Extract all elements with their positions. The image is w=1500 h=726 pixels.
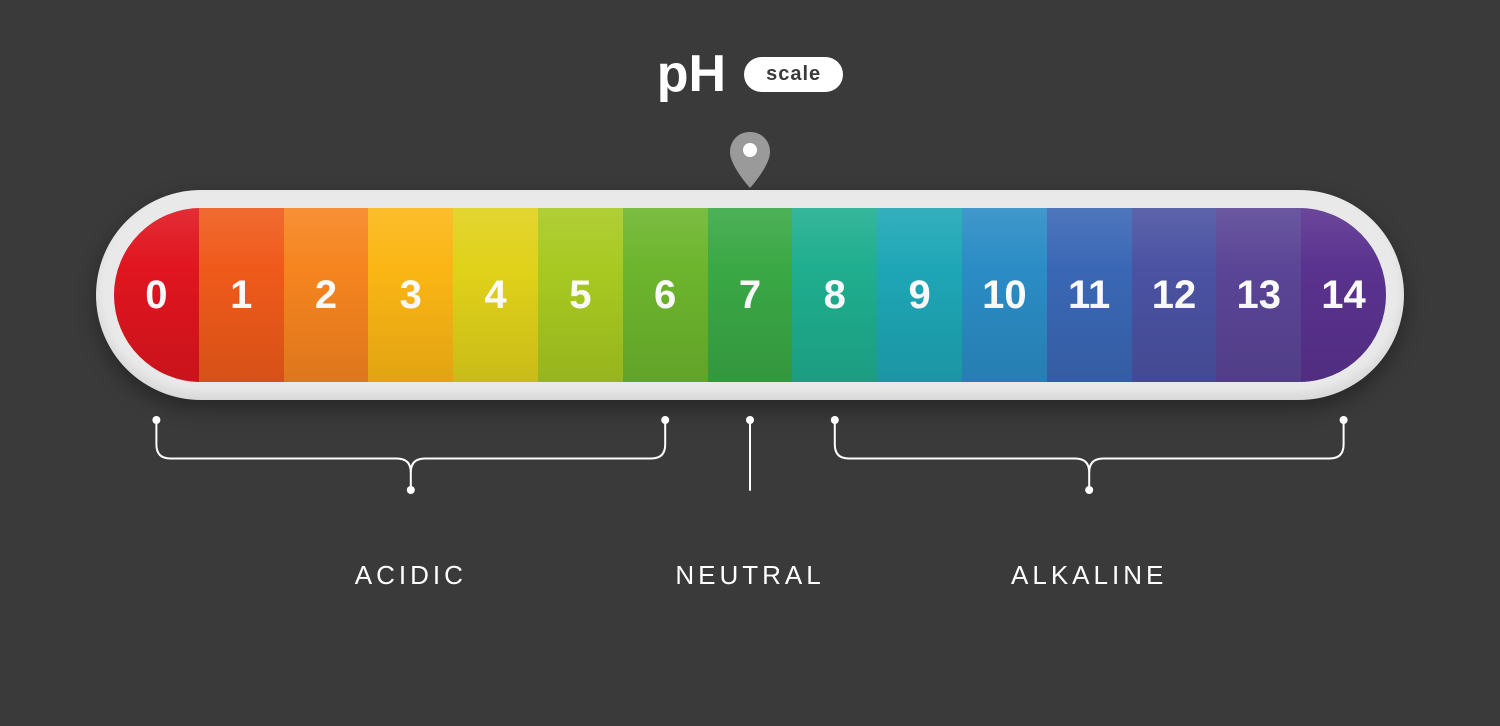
region-label: ACIDIC <box>355 560 467 591</box>
ph-scale-infographic: pH scale 01234567891011121314 ACIDICNEUT… <box>0 0 1500 726</box>
region-braces <box>0 0 1500 726</box>
region-label: ALKALINE <box>1011 560 1167 591</box>
region-label: NEUTRAL <box>675 560 824 591</box>
